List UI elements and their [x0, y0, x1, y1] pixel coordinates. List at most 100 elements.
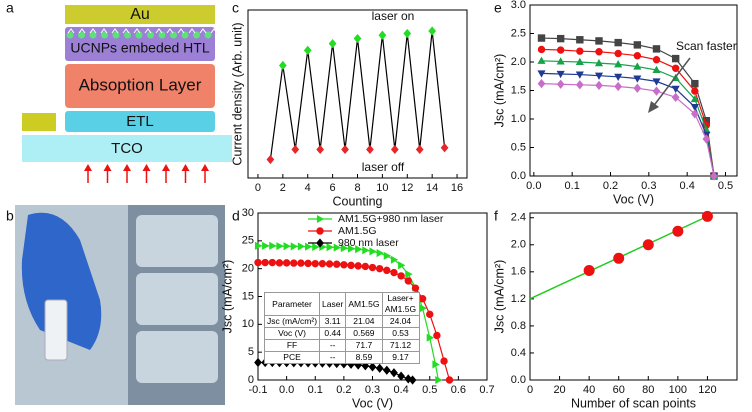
up-arrow — [199, 28, 207, 34]
table-cell: Laser — [319, 292, 347, 316]
y-tick-label: 15 — [242, 290, 254, 302]
y-tick-label: 1.5 — [511, 84, 526, 96]
panel-label: a — [6, 0, 14, 16]
marker — [702, 134, 711, 144]
marker — [397, 371, 405, 381]
y-tick-label: 0.4 — [511, 347, 526, 359]
y-tick-label: 1.0 — [511, 113, 526, 125]
series-line — [541, 72, 715, 177]
x-tick-label: 0.7 — [479, 384, 494, 396]
x-tick-label: 0.5 — [422, 384, 437, 396]
x-axis-label: Voc (V) — [613, 192, 654, 206]
marker — [405, 270, 413, 279]
marker — [312, 242, 320, 252]
marker — [390, 255, 399, 264]
layer-label: ETL — [126, 113, 154, 130]
panel-label: d — [232, 208, 240, 224]
glove — [21, 212, 102, 350]
x-tick-label: 10 — [376, 182, 388, 194]
marker — [290, 259, 298, 267]
marker — [368, 362, 377, 372]
x-tick-label: 20 — [553, 384, 565, 396]
marker — [614, 81, 623, 92]
x-tick-label: 0 — [527, 384, 533, 396]
x-axis-label: Number of scan points — [571, 396, 696, 410]
table-cell: Laser+ AM1.5G — [381, 292, 420, 316]
marker — [278, 60, 287, 71]
table-cell: 8.59 — [345, 351, 383, 364]
marker — [341, 144, 349, 155]
y-tick-label: 10 — [242, 318, 254, 330]
marker — [614, 49, 622, 58]
marker — [276, 242, 284, 251]
table-cell: 24.04 — [381, 315, 420, 328]
x-tick-label: 0.3 — [365, 384, 380, 396]
y-tick-label: 30 — [242, 207, 254, 219]
marker — [328, 38, 337, 49]
table-row: PCE -- 8.59 9.17 — [263, 351, 420, 364]
marker — [633, 52, 642, 60]
marker — [383, 251, 392, 260]
marker — [266, 154, 275, 165]
y-tick-label: 2.0 — [511, 239, 526, 251]
marker — [652, 65, 661, 74]
up-arrow — [144, 28, 152, 34]
marker — [411, 284, 420, 292]
marker — [440, 357, 448, 365]
table-cell: 71.7 — [345, 339, 383, 352]
up-arrow — [67, 28, 75, 34]
marker — [282, 259, 291, 267]
panel-label: c — [232, 0, 239, 16]
marker — [297, 242, 306, 251]
layer-absorber — [65, 64, 215, 108]
ucnp — [135, 31, 143, 39]
marker — [316, 214, 325, 224]
series-line — [541, 37, 715, 177]
marker — [435, 375, 443, 385]
table-cell: -- — [319, 351, 347, 364]
marker — [268, 258, 277, 267]
ucnp — [101, 31, 108, 39]
electrode — [22, 113, 56, 131]
legend-label: AM1.5G — [338, 225, 377, 237]
marker — [595, 80, 603, 90]
marker — [316, 227, 324, 235]
marker — [575, 80, 584, 90]
ucnp — [89, 31, 97, 39]
marker — [305, 242, 313, 251]
y-tick-label: 1.6 — [511, 266, 526, 278]
marker — [633, 83, 642, 93]
marker — [426, 333, 434, 342]
ucnp — [204, 31, 212, 39]
y-tick-label: 2.4 — [511, 212, 526, 224]
x-tick-label: 120 — [698, 384, 716, 396]
marker — [418, 295, 427, 303]
marker — [283, 242, 291, 251]
y-tick-label: 2.5 — [511, 27, 526, 39]
table-cell: 21.04 — [345, 315, 383, 328]
arrow-head — [84, 164, 92, 171]
marker — [671, 85, 680, 94]
x-tick-label: 8 — [354, 182, 360, 194]
ucnp — [124, 31, 131, 39]
up-arrow — [188, 28, 196, 34]
y-tick-label: 20 — [242, 263, 254, 275]
marker — [576, 47, 584, 55]
marker — [262, 241, 270, 250]
marker — [353, 33, 362, 44]
annotation-arrow — [651, 57, 691, 109]
y-tick-label: 25 — [242, 235, 254, 247]
table-row: Voc (V) 0.44 0.569 0.53 — [263, 327, 420, 340]
marker — [347, 244, 356, 253]
marker — [652, 45, 661, 53]
marker — [537, 45, 546, 54]
up-arrow — [122, 28, 130, 34]
series-line — [541, 83, 715, 177]
layer-tco — [22, 135, 232, 162]
marker — [672, 225, 684, 237]
marker — [556, 34, 565, 43]
marker — [369, 247, 377, 256]
table-cell: Voc (V) — [263, 327, 321, 340]
table-cell: AM1.5G — [345, 292, 383, 316]
